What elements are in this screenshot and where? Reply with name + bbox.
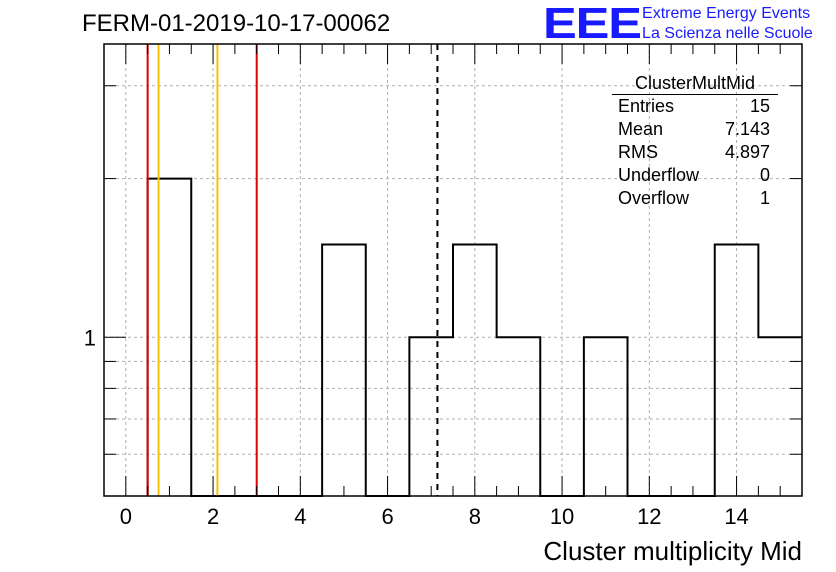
eee-logo: EEE Extreme Energy Events La Scienza nel… [543,2,813,46]
stats-row-underflow: Underflow 0 [612,164,778,187]
logo-line-2: La Scienza nelle Scuole [642,25,813,42]
stats-row-entries: Entries 15 [612,95,778,118]
stats-label: RMS [618,142,658,162]
x-axis-label: Cluster multiplicity Mid [543,536,802,566]
stats-value: 15 [749,96,770,116]
tick-labels: 10 2 4 6 8 10 12 14 [84,325,749,529]
stats-label: Entries [618,96,675,116]
x-tick-label: 8 [469,504,481,529]
stats-label: Overflow [618,188,690,208]
stats-value: 0 [759,165,770,185]
stats-value: 7.143 [724,119,770,139]
histogram-bin [322,244,366,496]
logo-text: Extreme Energy Events La Scienza nelle S… [642,2,813,44]
stats-label: Underflow [618,165,700,185]
logo-mark: EEE [543,0,642,48]
axis-ticks [103,44,803,496]
stats-label: Mean [618,119,664,139]
reference-lines [146,44,439,496]
logo-line-1: Extreme Energy Events [642,5,811,22]
x-tick-label: 12 [637,504,661,529]
stats-value: 1 [759,188,770,208]
stats-row-overflow: Overflow 1 [612,187,778,210]
page-title: FERM-01-2019-10-17-00062 [82,10,391,37]
x-tick-label: 10 [550,504,574,529]
stats-value: 4.897 [724,142,770,162]
x-tick-label: 14 [724,504,748,529]
x-tick-label: 2 [207,504,219,529]
stats-row-rms: RMS 4.897 [612,141,778,164]
x-tick-label: 4 [294,504,306,529]
stats-title: ClusterMultMid [612,72,778,95]
stats-box: ClusterMultMid Entries 15 Mean 7.143 RMS… [612,72,778,210]
x-tick-label: 0 [120,504,132,529]
x-tick-label: 6 [381,504,393,529]
y-tick-label: 1 [84,325,96,350]
stats-row-mean: Mean 7.143 [612,118,778,141]
